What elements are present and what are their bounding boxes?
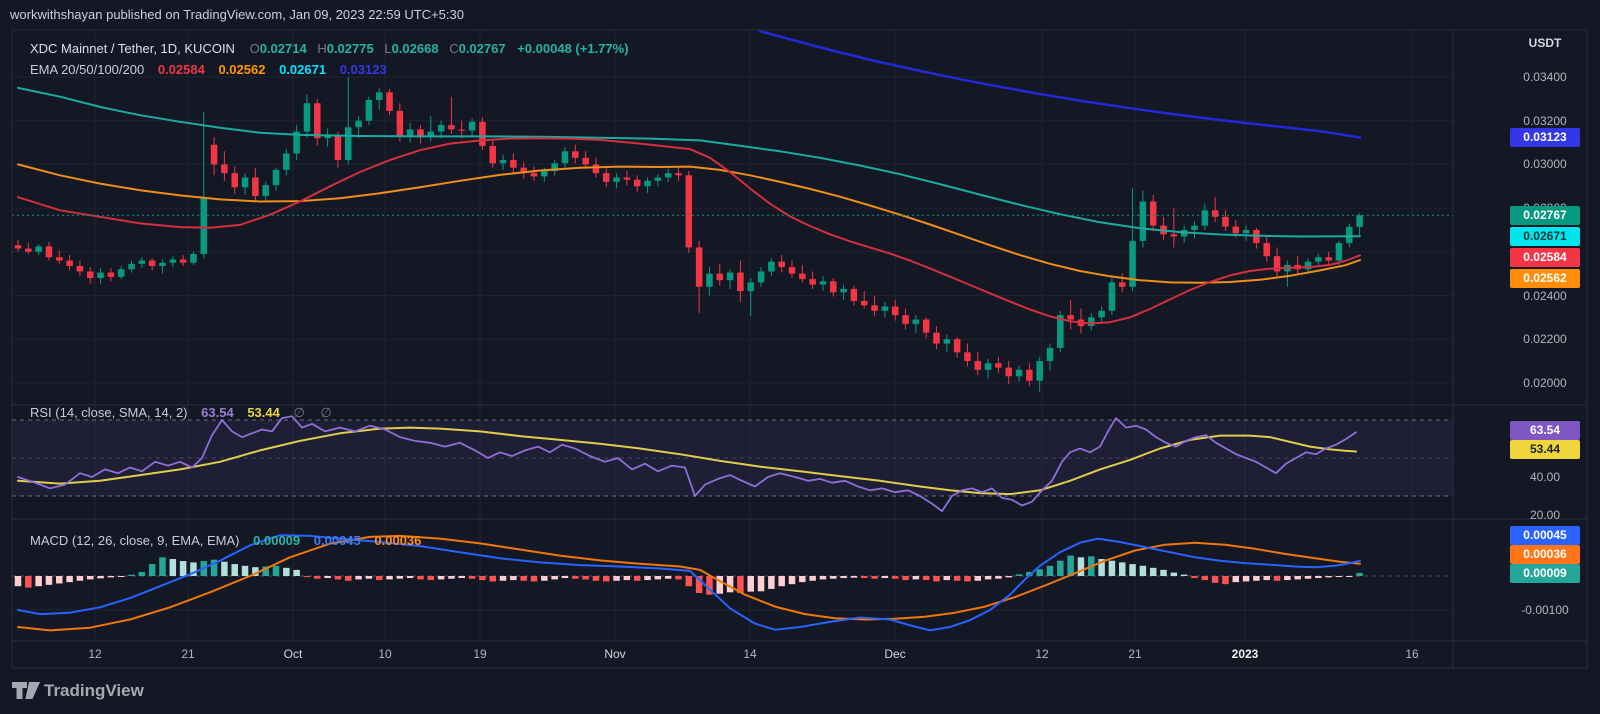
rsi-extra-symbols: ∅ ∅ xyxy=(293,405,338,420)
rsi-value: 63.54 xyxy=(201,405,234,420)
ema-overlays xyxy=(12,29,1453,325)
macd-hist-value: 0.00009 xyxy=(253,533,301,548)
ema-legend[interactable]: EMA 20/50/100/200 0.02584 0.02562 0.0267… xyxy=(30,62,387,77)
candlesticks xyxy=(14,77,1363,392)
rsi-sma-value: 53.44 xyxy=(247,405,280,420)
rsi-lines xyxy=(17,415,1357,513)
ohlc-low-value: 0.02668 xyxy=(391,41,439,56)
tradingview-brand-text[interactable]: TradingView xyxy=(44,681,144,700)
ema100-value: 0.02671 xyxy=(279,62,327,77)
ohlc-close-key: C xyxy=(449,41,459,56)
macd-plot xyxy=(14,534,1363,632)
rsi-legend-label: RSI (14, close, SMA, 14, 2) xyxy=(30,405,188,420)
attribution-text: workwithshayan published on TradingView.… xyxy=(10,7,464,22)
rsi-band xyxy=(12,419,1453,577)
symbol-legend[interactable]: XDC Mainnet / Tether, 1D, KUCOIN O0.0271… xyxy=(30,41,629,56)
ema50-value: 0.02562 xyxy=(218,62,266,77)
ema-legend-label: EMA 20/50/100/200 xyxy=(30,62,145,77)
macd-line-value: 0.00045 xyxy=(313,533,361,548)
macd-signal-value: 0.00036 xyxy=(374,533,422,548)
gridlines xyxy=(12,30,1453,641)
ema200-value: 0.03123 xyxy=(339,62,387,77)
ohlc-open-key: O xyxy=(249,41,260,56)
ohlc-open-value: 0.02714 xyxy=(259,41,307,56)
panel-separators xyxy=(11,29,1588,669)
price-change: +0.00048 (+1.77%) xyxy=(517,41,629,56)
macd-legend[interactable]: MACD (12, 26, close, 9, EMA, EMA) 0.0000… xyxy=(30,533,421,548)
tradingview-logo-icon[interactable] xyxy=(12,681,42,701)
rsi-legend[interactable]: RSI (14, close, SMA, 14, 2) 63.54 53.44 … xyxy=(30,405,338,421)
ohlc-close-value: 0.02767 xyxy=(458,41,506,56)
ohlc-high-value: 0.02775 xyxy=(326,41,374,56)
footer-bar: TradingView xyxy=(0,668,1600,714)
currency-label: USDT xyxy=(1528,36,1562,50)
macd-legend-label: MACD (12, 26, close, 9, EMA, EMA) xyxy=(30,533,240,548)
ohlc-low-key: L xyxy=(384,41,392,56)
ohlc-high-key: H xyxy=(317,41,327,56)
symbol-title: XDC Mainnet / Tether, 1D, KUCOIN xyxy=(30,41,235,56)
ema20-value: 0.02584 xyxy=(157,62,205,77)
